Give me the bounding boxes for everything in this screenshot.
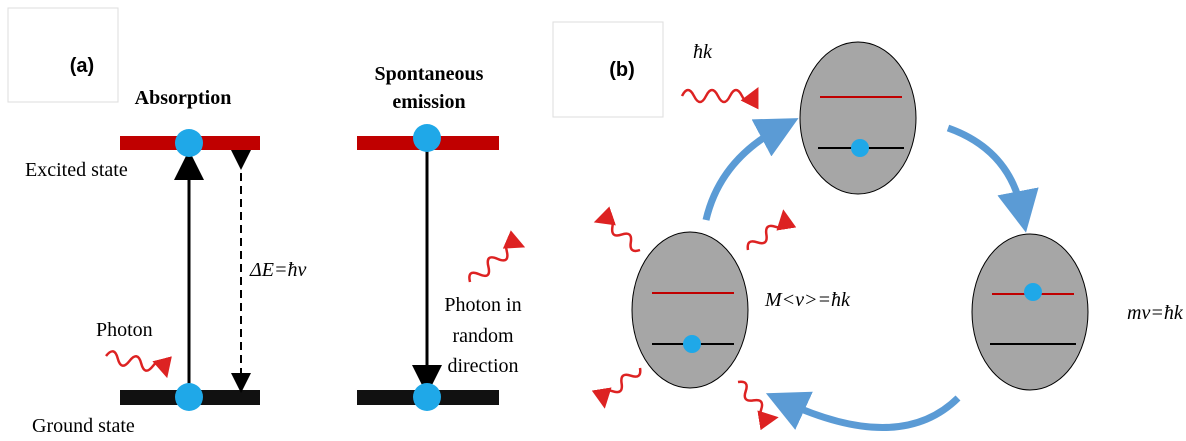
photon — [600, 364, 643, 403]
panel-label: (b) — [609, 59, 635, 81]
diagram: (a) Absorption Spontaneous emission Exci… — [0, 0, 1186, 441]
photon — [466, 239, 520, 287]
atom-shell — [972, 234, 1088, 390]
atom — [175, 129, 203, 157]
label-box — [553, 22, 663, 117]
atom — [413, 124, 441, 152]
panel-label: (a) — [70, 55, 94, 77]
cycle-arrow — [948, 128, 1022, 212]
photon-label: Photon in — [444, 294, 521, 316]
electron — [683, 335, 701, 353]
atom-shell — [632, 232, 748, 388]
cycle-arrow — [785, 398, 958, 428]
title: Absorption — [135, 87, 232, 109]
atom — [413, 383, 441, 411]
photon — [745, 215, 788, 254]
electron — [851, 139, 869, 157]
photon — [682, 90, 754, 102]
atom-shell — [800, 42, 916, 194]
photon — [600, 215, 643, 254]
photon-label: direction — [447, 355, 518, 377]
title: Spontaneous — [375, 63, 484, 85]
photon-label: random — [452, 325, 514, 347]
energy-label: ΔE=ħν — [249, 259, 306, 281]
photon — [105, 350, 166, 374]
photon-label: Photon — [96, 319, 153, 341]
momentum-label: M<ν>=ħk — [764, 289, 851, 311]
photon — [734, 379, 773, 422]
cycle-arrow — [706, 128, 780, 220]
state-label: Ground state — [32, 415, 135, 437]
momentum-label: ħk — [693, 41, 713, 63]
atom — [175, 383, 203, 411]
title: emission — [392, 91, 465, 113]
state-label: Excited state — [25, 159, 128, 181]
electron — [1024, 283, 1042, 301]
label-box — [8, 8, 118, 102]
momentum-label: mν=ħk — [1127, 302, 1184, 324]
